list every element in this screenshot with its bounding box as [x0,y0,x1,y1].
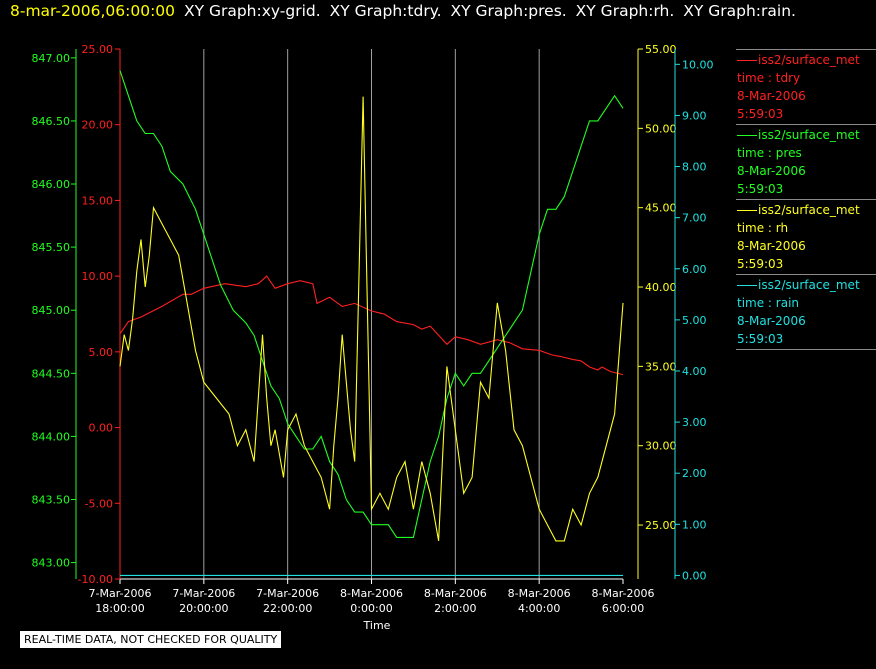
y-tick-label-rh: 40.00 [645,281,677,294]
x-tick-label: 4:00:00 [518,602,560,615]
x-tick-label: 7-Mar-2006 [172,587,235,600]
y-tick-label-tdry: 10.00 [82,270,114,283]
series-line-tdry [119,275,624,376]
y-tick-label-rain: 7.00 [682,212,707,225]
y-tick-label-rain: 0.00 [682,569,707,582]
x-tick-label: 22:00:00 [263,602,312,615]
legend-var-rh: time : rh [737,221,789,235]
x-tick-label: 8-Mar-2006 [340,587,403,600]
legend-line-swatch [737,285,757,286]
legend-time-pres: 5:59:03 [737,182,784,196]
chart-legend: iss2/surface_met time : tdry 8-Mar-2006 … [736,49,876,350]
graph-name-tdry: XY Graph:tdry. [329,2,442,20]
graph-name-pres: XY Graph:pres. [450,2,567,20]
y-tick-label-rain: 5.00 [682,314,707,327]
y-tick-label-pres: 844.50 [32,367,71,380]
legend-source-tdry: iss2/surface_met [737,51,876,69]
y-tick-label-rh: 45.00 [645,202,677,215]
y-tick-label-rain: 2.00 [682,467,707,480]
legend-line-swatch [737,135,757,136]
legend-item-pres: iss2/surface_met time : pres 8-Mar-2006 … [736,124,876,199]
y-tick-label-rain: 9.00 [682,109,707,122]
legend-time-rh: 5:59:03 [737,257,784,271]
y-tick-label-pres: 846.00 [32,178,71,191]
y-tick-label-rh: 25.00 [645,519,677,532]
y-tick-label-rh: 55.00 [645,43,677,56]
legend-item-rh: iss2/surface_met time : rh 8-Mar-2006 5:… [736,199,876,274]
y-tick-label-pres: 847.00 [32,52,71,65]
y-tick-label-pres: 843.50 [32,494,71,507]
y-tick-label-tdry: 25.00 [82,43,114,56]
legend-var-pres: time : pres [737,146,802,160]
y-tick-label-rain: 6.00 [682,263,707,276]
header-timestamp: 8-mar-2006,06:00:00 [10,2,176,20]
y-tick-label-rain: 1.00 [682,518,707,531]
legend-date-rh: 8-Mar-2006 [737,239,806,253]
x-axis-label: Time [363,619,391,632]
y-tick-label-pres: 846.50 [32,115,71,128]
y-tick-label-tdry: 15.00 [82,194,114,207]
x-tick-label: 7-Mar-2006 [256,587,319,600]
legend-time-rain: 5:59:03 [737,332,784,346]
legend-date-pres: 8-Mar-2006 [737,164,806,178]
y-tick-label-pres: 844.00 [32,430,71,443]
x-tick-label: 2:00:00 [434,602,476,615]
y-tick-label-rain: 10.00 [682,58,714,71]
legend-date-tdry: 8-Mar-2006 [737,89,806,103]
y-tick-label-pres: 845.50 [32,241,71,254]
x-tick-label: 6:00:00 [602,602,644,615]
y-tick-label-rh: 50.00 [645,122,677,135]
series-line-rh [119,96,624,542]
graph-name-rain: XY Graph:rain. [683,2,796,20]
legend-item-tdry: iss2/surface_met time : tdry 8-Mar-2006 … [736,49,876,124]
y-tick-label-rain: 4.00 [682,365,707,378]
graph-name-xy-grid: XY Graph:xy-grid. [183,2,321,20]
x-tick-label: 8-Mar-2006 [508,587,571,600]
y-tick-label-tdry: -5.00 [85,497,113,510]
y-tick-label-tdry: 20.00 [82,119,114,132]
chart-header: 8-mar-2006,06:00:00 XY Graph:xy-grid. XY… [10,2,796,20]
legend-line-swatch [737,60,757,61]
legend-source-pres: iss2/surface_met [737,126,876,144]
legend-source-rain: iss2/surface_met [737,276,876,294]
legend-var-tdry: time : tdry [737,71,801,85]
legend-date-rain: 8-Mar-2006 [737,314,806,328]
legend-item-rain: iss2/surface_met time : rain 8-Mar-2006 … [736,274,876,350]
quality-note: REAL-TIME DATA, NOT CHECKED FOR QUALITY [20,631,282,648]
legend-source-rh: iss2/surface_met [737,201,876,219]
y-tick-label-rh: 30.00 [645,440,677,453]
x-tick-label: 8-Mar-2006 [592,587,655,600]
y-tick-label-pres: 843.00 [32,557,71,570]
y-tick-label-rain: 8.00 [682,161,707,174]
x-tick-label: 18:00:00 [95,602,144,615]
series-line-pres [119,70,624,538]
x-tick-label: 7-Mar-2006 [89,587,152,600]
graph-name-rh: XY Graph:rh. [575,2,675,20]
legend-time-tdry: 5:59:03 [737,107,784,121]
y-tick-label-tdry: -10.00 [78,573,113,586]
legend-line-swatch [737,210,757,211]
legend-var-rain: time : rain [737,296,800,310]
y-tick-label-pres: 845.00 [32,304,71,317]
x-tick-label: 0:00:00 [350,602,392,615]
y-tick-label-tdry: 5.00 [89,346,114,359]
x-tick-label: 20:00:00 [179,602,228,615]
x-tick-label: 8-Mar-2006 [424,587,487,600]
y-tick-label-tdry: 0.00 [89,422,114,435]
y-tick-label-rh: 35.00 [645,360,677,373]
y-tick-label-rain: 3.00 [682,416,707,429]
